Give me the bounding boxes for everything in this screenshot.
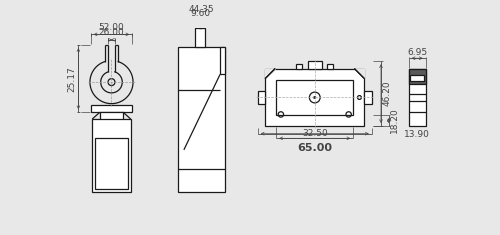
Bar [198,24,202,28]
Text: 44.35: 44.35 [189,5,214,14]
Text: 25.17: 25.17 [67,66,76,91]
Text: 26.00: 26.00 [98,28,124,37]
Bar [96,137,128,189]
Bar [308,61,322,69]
Text: 46.20: 46.20 [382,81,392,106]
Text: 6.95: 6.95 [407,48,427,57]
Circle shape [314,96,316,99]
Bar [196,28,204,47]
Bar [364,90,372,104]
Bar [220,47,226,74]
Bar [266,69,364,126]
Bar [100,112,123,123]
Bar [90,105,132,112]
Bar [296,64,302,69]
Bar [276,80,353,115]
Text: 65.00: 65.00 [298,143,332,153]
Bar [408,69,426,84]
Bar [92,119,130,192]
Text: 32.50: 32.50 [302,129,328,137]
Bar [327,64,334,69]
Bar [408,69,426,126]
Polygon shape [266,69,274,78]
Bar [410,75,424,81]
Text: 52.00: 52.00 [98,23,124,32]
Text: 18.20: 18.20 [390,108,399,133]
Polygon shape [355,69,364,78]
Bar [178,47,226,192]
Text: 9.60: 9.60 [190,9,210,18]
Text: 13.90: 13.90 [404,130,430,139]
Bar [258,90,266,104]
